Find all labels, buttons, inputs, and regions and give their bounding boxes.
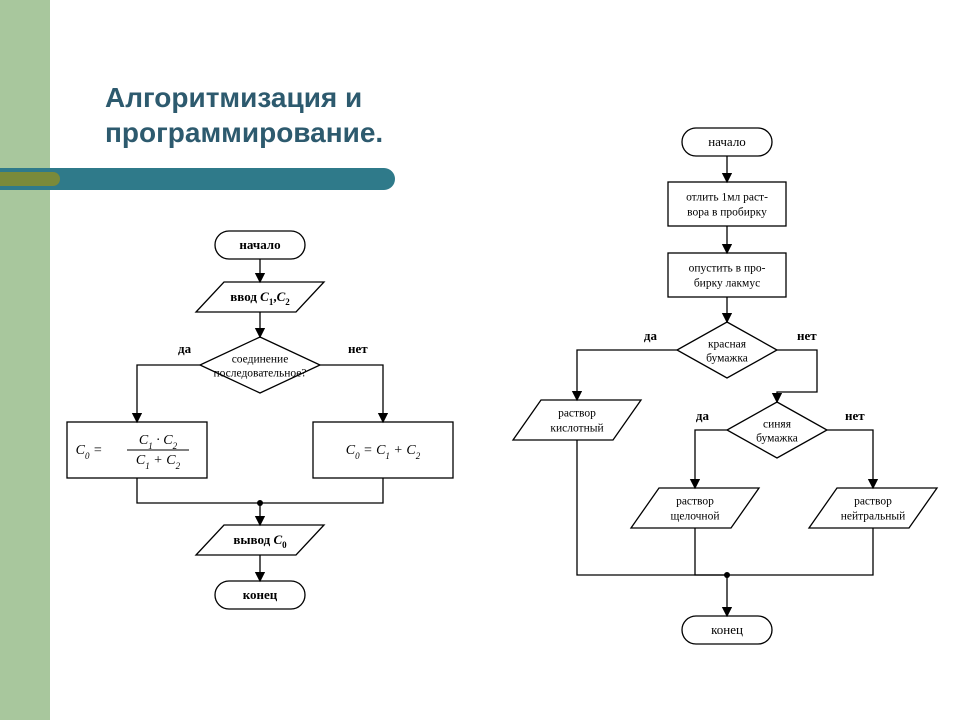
svg-text:нет: нет: [845, 408, 865, 423]
svg-text:раствор: раствор: [854, 496, 892, 508]
svg-text:нет: нет: [348, 341, 368, 356]
svg-text:щелочной: щелочной: [671, 511, 720, 523]
svg-text:раствор: раствор: [558, 408, 596, 420]
title-accent-bar: [0, 168, 395, 190]
svg-text:последовательное?: последовательное?: [213, 368, 306, 380]
svg-text:да: да: [178, 341, 192, 356]
title-line1: Алгоритмизация и: [105, 80, 383, 115]
svg-text:да: да: [696, 408, 710, 423]
svg-text:отлить 1мл раст-: отлить 1мл раст-: [686, 192, 768, 204]
svg-text:да: да: [644, 328, 658, 343]
svg-text:вора в пробирку: вора в пробирку: [687, 207, 767, 219]
svg-text:кислотный: кислотный: [550, 423, 603, 435]
svg-text:конец: конец: [711, 622, 743, 637]
svg-text:синяя: синяя: [763, 419, 792, 431]
svg-text:нет: нет: [797, 328, 817, 343]
svg-text:конец: конец: [243, 587, 278, 602]
flowchart-right: начало отлить 1мл раст-вора в пробирку опу…: [505, 120, 950, 680]
flowchart-left: началоввод C1,C2соединениепоследовательн…: [65, 225, 460, 635]
svg-text:соединение: соединение: [232, 354, 289, 366]
svg-text:бумажка: бумажка: [706, 353, 748, 365]
svg-text:бирку лакмус: бирку лакмус: [694, 278, 760, 290]
svg-text:начало: начало: [708, 134, 746, 149]
svg-text:нейтральный: нейтральный: [841, 511, 906, 523]
slide-title: Алгоритмизация и программирование.: [105, 80, 383, 150]
svg-text:раствор: раствор: [676, 496, 714, 508]
svg-text:начало: начало: [239, 237, 280, 252]
title-line2: программирование.: [105, 115, 383, 150]
slide-sidebar: [0, 0, 50, 720]
svg-text:бумажка: бумажка: [756, 433, 798, 445]
svg-text:красная: красная: [708, 339, 747, 351]
svg-text:опустить в про-: опустить в про-: [689, 263, 766, 275]
